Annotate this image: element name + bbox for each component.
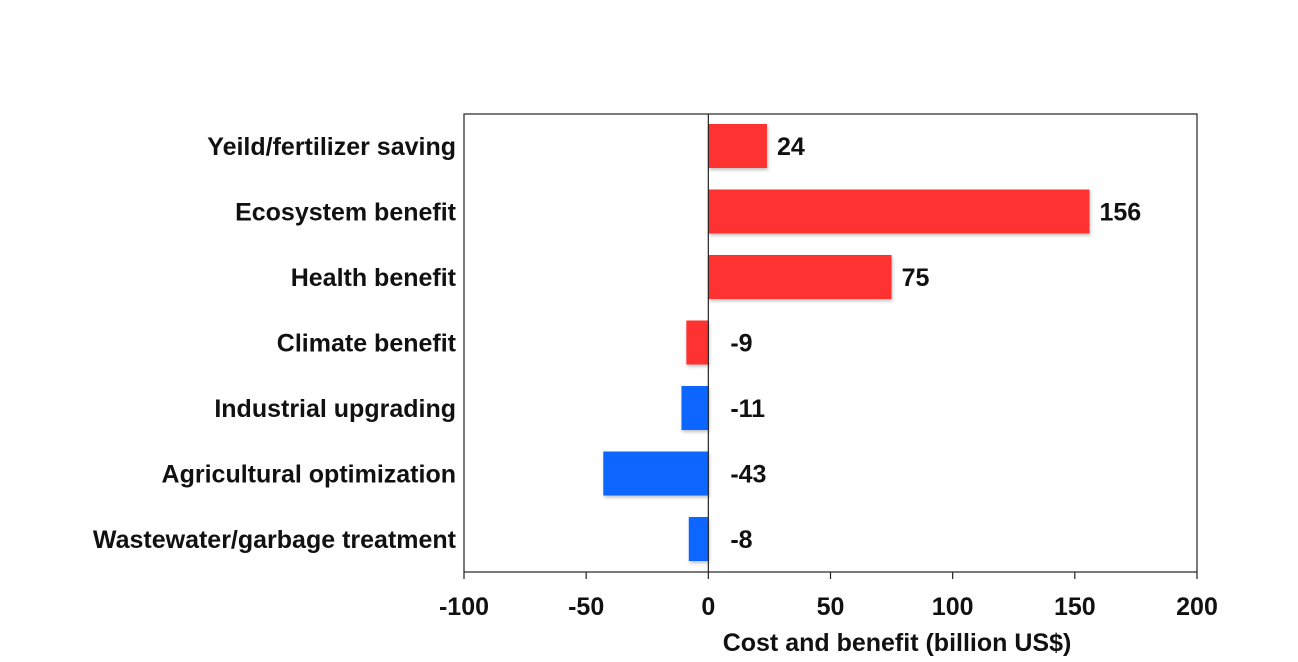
x-tick-label: 0	[701, 593, 715, 621]
x-tick-label: 150	[1054, 593, 1096, 621]
bar-6	[688, 517, 709, 561]
category-label: Agricultural optimization	[162, 461, 456, 489]
x-tick-label: -100	[439, 593, 489, 621]
x-tick-label: 100	[932, 593, 974, 621]
bar-3	[686, 320, 709, 365]
plot-area-frame	[463, 113, 1198, 573]
category-label: Industrial upgrading	[214, 395, 456, 423]
x-tick-label: 50	[817, 593, 845, 621]
value-label: -11	[730, 395, 765, 423]
value-label: -8	[730, 526, 752, 554]
bar-4	[681, 386, 709, 430]
category-label: Climate benefit	[277, 330, 457, 358]
category-label: Yeild/fertilizer saving	[207, 133, 456, 161]
bar-2	[708, 255, 892, 299]
value-label: -9	[730, 330, 752, 358]
category-label: Health benefit	[291, 264, 457, 292]
bar-1	[708, 189, 1090, 234]
x-ticks-group: -100 -50 0 50 100 150 200	[439, 572, 1218, 621]
category-labels-group: Yeild/fertilizer saving Ecosystem benefit…	[93, 133, 457, 554]
value-label: -43	[730, 461, 766, 489]
category-label: Wastewater/garbage treatment	[93, 526, 457, 554]
x-axis-title: Cost and benefit (billion US$)	[723, 629, 1072, 657]
value-label: 75	[902, 264, 930, 292]
x-tick-label: -50	[568, 593, 604, 621]
bars-group	[603, 124, 1090, 561]
x-tick-label: 200	[1176, 593, 1218, 621]
value-label: 156	[1099, 199, 1141, 227]
value-label: 24	[777, 133, 805, 161]
category-label: Ecosystem benefit	[235, 199, 457, 227]
bar-5	[603, 451, 709, 496]
value-labels-group: 24 156 75 -9 -11 -43 -8	[730, 133, 1141, 554]
bar-0	[708, 124, 767, 168]
